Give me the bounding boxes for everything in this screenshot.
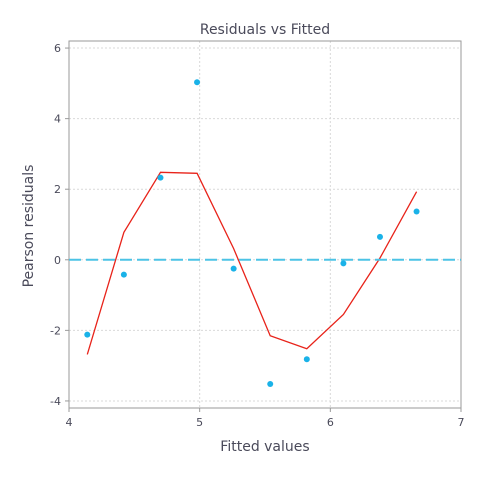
y-tick-label: 4 bbox=[54, 113, 61, 126]
x-tick-label: 5 bbox=[196, 416, 203, 429]
y-tick-label: 0 bbox=[54, 254, 61, 267]
x-axis-label: Fitted values bbox=[220, 439, 309, 455]
residual-point bbox=[267, 381, 274, 388]
y-tick-label: -2 bbox=[50, 324, 61, 337]
residual-point bbox=[84, 331, 91, 338]
y-axis-label: Pearson residuals bbox=[21, 165, 37, 288]
smooth-trend-line bbox=[86, 171, 418, 355]
residual-point bbox=[340, 260, 347, 267]
x-tick-label: 6 bbox=[327, 416, 334, 429]
chart-title: Residuals vs Fitted bbox=[200, 22, 330, 38]
residual-point bbox=[376, 233, 383, 240]
residual-point bbox=[120, 271, 127, 278]
residual-point bbox=[194, 79, 201, 86]
plot-frame bbox=[68, 40, 462, 409]
y-tick-label: 6 bbox=[54, 42, 61, 55]
residual-point bbox=[157, 174, 164, 181]
residual-point bbox=[303, 356, 310, 363]
residual-point bbox=[413, 208, 420, 215]
y-tick-label: -4 bbox=[50, 395, 61, 408]
x-tick-label: 7 bbox=[458, 416, 465, 429]
y-tick-label: 2 bbox=[54, 183, 61, 196]
x-tick-label: 4 bbox=[66, 416, 73, 429]
plot-marks bbox=[69, 79, 461, 388]
residual-point bbox=[230, 265, 237, 272]
axis-ticks: 4 5 6 7 -4 -2 0 2 4 6 bbox=[50, 42, 464, 429]
grid-lines bbox=[68, 41, 462, 408]
